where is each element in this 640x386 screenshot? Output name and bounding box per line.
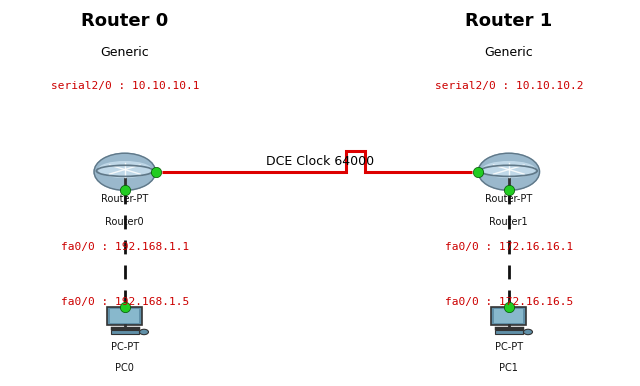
Text: Router 1: Router 1 (465, 12, 552, 30)
Text: Generic: Generic (100, 46, 149, 59)
Text: serial2/0 : 10.10.10.1: serial2/0 : 10.10.10.1 (51, 81, 199, 91)
FancyBboxPatch shape (111, 330, 139, 334)
Text: PC1: PC1 (499, 363, 518, 373)
Point (120, 304, 130, 310)
Text: PC-PT: PC-PT (111, 342, 139, 352)
Point (504, 187, 514, 193)
Text: Router0: Router0 (106, 217, 144, 227)
Point (473, 169, 483, 175)
Point (120, 187, 130, 193)
Text: Generic: Generic (484, 46, 533, 59)
Text: fa0/0 : 172.16.16.5: fa0/0 : 172.16.16.5 (445, 297, 573, 307)
Text: Router-PT: Router-PT (485, 194, 532, 204)
Text: Router 0: Router 0 (81, 12, 168, 30)
Ellipse shape (483, 162, 535, 178)
Text: Router1: Router1 (490, 217, 528, 227)
Circle shape (140, 329, 148, 335)
Point (150, 169, 161, 175)
FancyBboxPatch shape (111, 309, 140, 323)
FancyBboxPatch shape (492, 307, 527, 325)
Text: fa0/0 : 172.16.16.1: fa0/0 : 172.16.16.1 (445, 242, 573, 252)
Text: fa0/0 : 192.168.1.5: fa0/0 : 192.168.1.5 (61, 297, 189, 307)
Text: PC-PT: PC-PT (495, 342, 523, 352)
Circle shape (524, 329, 532, 335)
Ellipse shape (99, 162, 151, 178)
Text: fa0/0 : 192.168.1.1: fa0/0 : 192.168.1.1 (61, 242, 189, 252)
Text: DCE Clock 64000: DCE Clock 64000 (266, 155, 374, 168)
FancyBboxPatch shape (495, 309, 524, 323)
Point (504, 304, 514, 310)
Circle shape (478, 153, 540, 190)
Circle shape (94, 153, 156, 190)
Text: PC0: PC0 (115, 363, 134, 373)
FancyBboxPatch shape (108, 307, 143, 325)
FancyBboxPatch shape (495, 330, 523, 334)
Text: Router-PT: Router-PT (101, 194, 148, 204)
Text: serial2/0 : 10.10.10.2: serial2/0 : 10.10.10.2 (435, 81, 583, 91)
